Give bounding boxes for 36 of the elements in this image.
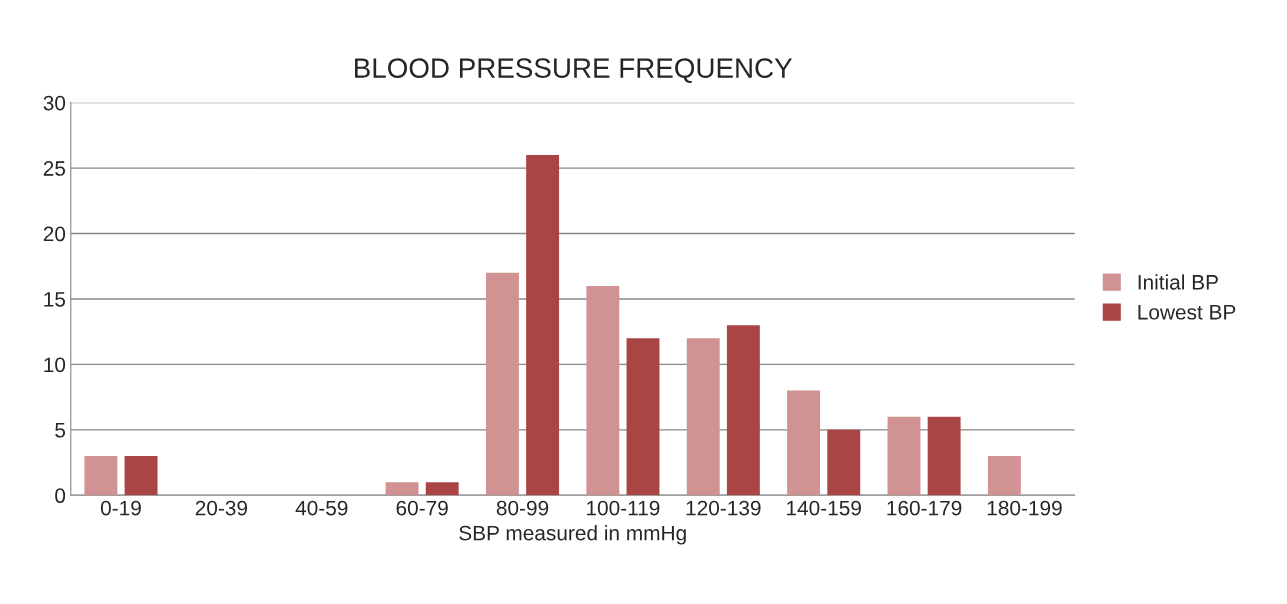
x-tick-label: 180-199 <box>987 500 1062 516</box>
bar <box>526 155 560 496</box>
bar <box>124 456 158 496</box>
y-tick-label: 25 <box>43 161 66 176</box>
legend-label: Lowest BP <box>1138 305 1236 320</box>
x-tick-label: 80-99 <box>496 500 549 516</box>
bar <box>425 482 459 496</box>
x-tick-label: 140-159 <box>787 500 861 516</box>
y-tick-label: 20 <box>43 226 66 242</box>
y-tick-label: 30 <box>43 95 66 111</box>
bar <box>927 416 961 496</box>
bar <box>84 456 118 496</box>
x-axis-title: SBP measured in mmHg <box>459 525 686 545</box>
y-tick-label: 5 <box>55 423 66 438</box>
bar <box>987 456 1021 496</box>
x-tick-label: 20-39 <box>195 500 248 516</box>
bar <box>686 338 720 496</box>
bar <box>485 272 519 496</box>
bar <box>726 325 760 496</box>
y-tick-label: 15 <box>44 292 66 307</box>
bar <box>887 416 921 496</box>
bar <box>626 338 660 496</box>
x-tick-label: 120-139 <box>686 500 761 516</box>
chart-title: BLOOD PRESSURE FREQUENCY <box>355 58 793 83</box>
x-tick-label: 60-79 <box>396 500 448 516</box>
bar <box>827 429 861 496</box>
x-tick-label: 40-59 <box>295 500 348 516</box>
y-tick-label: 0 <box>55 488 66 504</box>
y-tick-label: 10 <box>44 357 66 373</box>
legend-label: Initial BP <box>1138 274 1218 290</box>
bar <box>787 390 821 496</box>
x-tick-label: 0-19 <box>100 500 141 516</box>
bar <box>385 482 419 496</box>
x-tick-label: 100-119 <box>587 500 660 516</box>
bar <box>586 285 620 496</box>
x-tick-label: 160-179 <box>887 500 962 516</box>
